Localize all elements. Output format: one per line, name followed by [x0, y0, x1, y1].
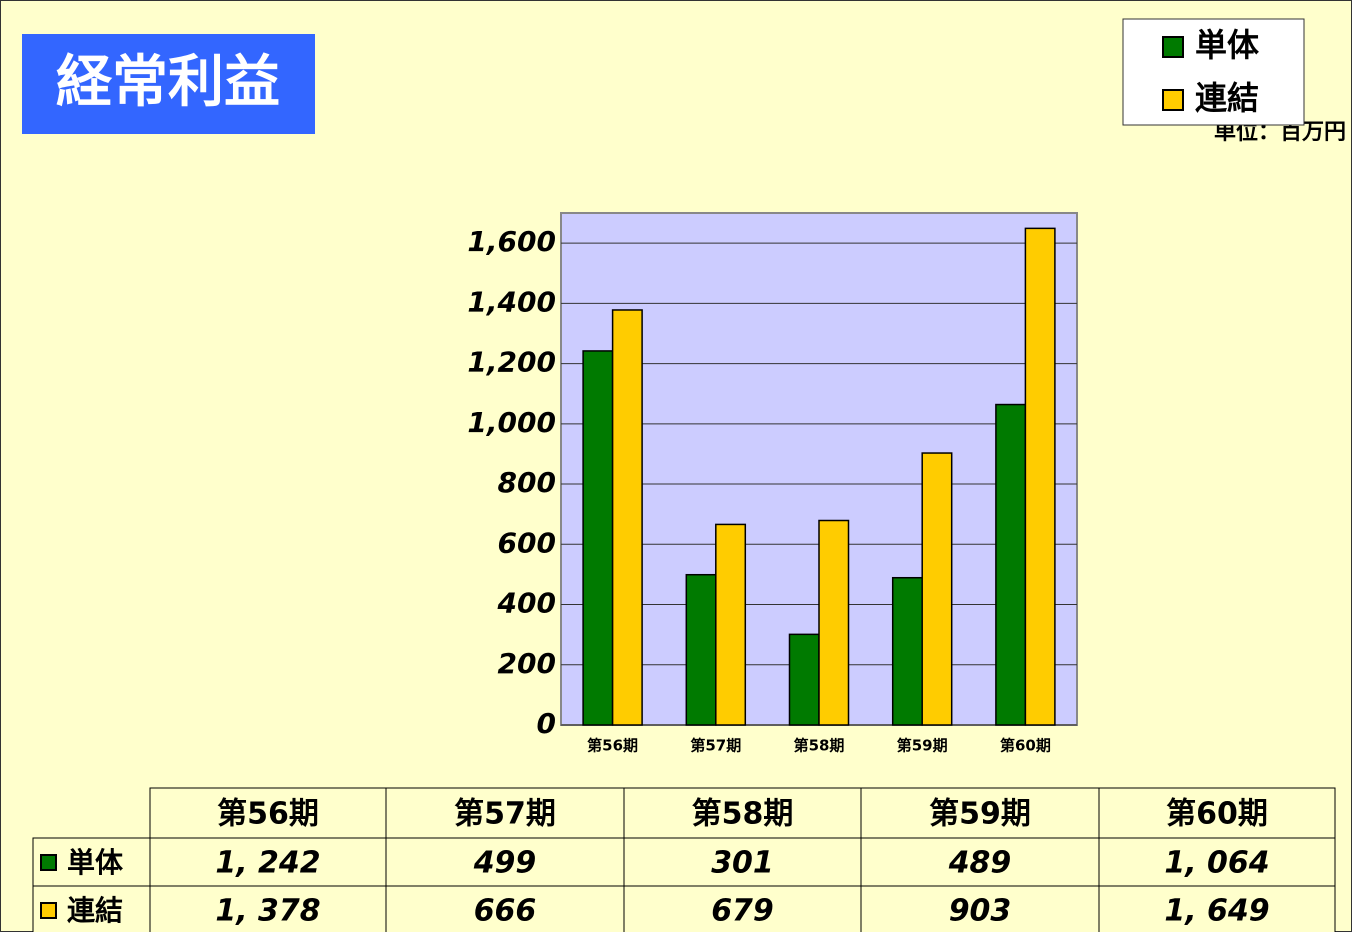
table-header-bg: [149, 787, 1336, 839]
y-tick-label: 400: [497, 587, 556, 620]
title-box: [22, 34, 315, 134]
legend: [1122, 18, 1305, 126]
table-header: 第59期: [929, 797, 1031, 832]
table-header: 第56期: [217, 797, 319, 832]
table-row-label: 単体: [67, 846, 124, 879]
bar: [1024, 227, 1056, 726]
legend-label: 連結: [1195, 79, 1259, 117]
y-tick-label: 1,000: [467, 406, 556, 439]
y-tick-label: 1,200: [467, 346, 556, 379]
x-tick-label: 第57期: [690, 737, 741, 755]
table-swatch: [40, 854, 57, 871]
x-tick-label: 第58期: [794, 737, 845, 755]
table-cell: 1, 064: [1164, 846, 1269, 881]
chart-title: 経常利益: [56, 50, 280, 115]
table-header: 第57期: [454, 797, 556, 832]
y-tick-label: 1,400: [467, 285, 556, 318]
table-cell: 1, 242: [215, 846, 320, 881]
table-row-bg: [32, 885, 1336, 932]
bar: [611, 309, 643, 726]
bar: [995, 403, 1027, 726]
bar: [921, 452, 953, 726]
legend-swatch: [1162, 36, 1184, 58]
table-cell: 666: [474, 894, 537, 929]
y-tick-label: 1,600: [467, 225, 556, 258]
table-cell: 903: [949, 894, 1012, 929]
table-header: 第60期: [1166, 797, 1268, 832]
y-tick-label: 200: [498, 647, 556, 680]
bar: [715, 523, 747, 726]
bar: [891, 576, 923, 726]
y-tick-label: 800: [498, 466, 556, 499]
table-cell: 679: [711, 894, 774, 929]
table-row-label: 連結: [67, 894, 123, 927]
y-tick-label: 600: [498, 526, 556, 559]
x-tick-label: 第59期: [897, 737, 948, 755]
bar: [818, 519, 850, 726]
table-cell: 1, 649: [1164, 894, 1269, 929]
y-tick-label: 0: [537, 707, 556, 740]
bar: [788, 633, 820, 726]
table-cell: 499: [473, 846, 537, 881]
bar: [582, 350, 614, 726]
table-cell: 301: [711, 846, 774, 881]
table-swatch: [40, 902, 57, 919]
table-cell: 489: [948, 846, 1012, 881]
table-cell: 1, 378: [215, 894, 320, 929]
x-tick-label: 第60期: [1000, 737, 1051, 755]
x-tick-label: 第56期: [587, 737, 638, 755]
legend-swatch: [1162, 89, 1184, 111]
legend-label: 単体: [1195, 26, 1259, 64]
table-header: 第58期: [692, 797, 794, 832]
bar: [685, 573, 717, 726]
